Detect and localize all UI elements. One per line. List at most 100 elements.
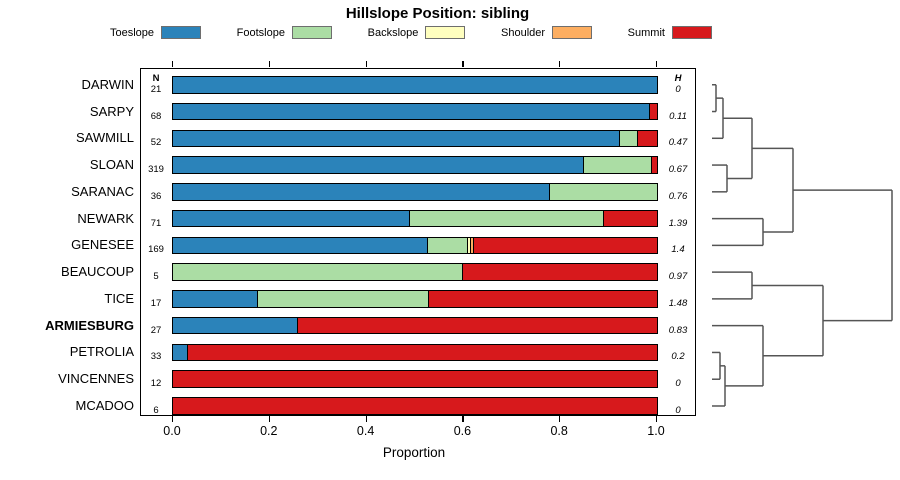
x-tick-label: 0.8 [550, 424, 568, 438]
bar-row [172, 397, 658, 415]
n-value: 17 [150, 297, 162, 309]
legend-item-shoulder: Shoulder [501, 26, 593, 39]
legend-label: Backslope [367, 26, 419, 39]
x-tick-label: 1.0 [647, 424, 665, 438]
bar-segment-summit [638, 130, 657, 147]
bar-segment-summit [429, 291, 657, 307]
x-tick-top [656, 61, 658, 67]
bar-segment-toeslope [173, 157, 585, 173]
x-tick-label: 0.6 [453, 424, 472, 438]
n-value: 36 [150, 190, 162, 202]
x-tick-top [365, 61, 367, 67]
x-tick [172, 416, 174, 422]
bar-segment-toeslope [173, 103, 650, 120]
bar-row [172, 370, 658, 388]
legend-swatch [552, 26, 593, 39]
y-axis-label: DARWIN [81, 76, 134, 92]
bar-segment-summit [474, 237, 657, 254]
n-value: 68 [150, 110, 162, 122]
n-value: 33 [150, 351, 162, 363]
n-value: 5 [153, 271, 159, 283]
y-axis-label: VINCENNES [58, 371, 134, 387]
y-axis-label: PETROLIA [69, 344, 134, 360]
bar-segment-footslope [584, 157, 653, 173]
bar-row [172, 102, 658, 121]
bar-segment-summit [463, 264, 657, 280]
bar-segment-toeslope [173, 344, 188, 361]
bar-segment-footslope [619, 130, 639, 147]
legend-label: Footslope [236, 26, 285, 39]
y-axis-label: MCADOO [75, 397, 135, 413]
y-axis-label: SAWMILL [75, 130, 134, 146]
y-axis-label: GENESEE [71, 237, 134, 253]
bar-segment-summit [187, 344, 657, 361]
bar-segment-shoulder [471, 237, 475, 254]
bar-segment-summit [173, 398, 657, 414]
bar-segment-summit [603, 210, 657, 227]
x-tick-top [172, 61, 174, 67]
y-axis-label: SARANAC [71, 183, 134, 199]
bar-row [172, 183, 658, 201]
bar-row [172, 76, 658, 94]
bar-row [172, 156, 658, 174]
n-value: 169 [148, 244, 164, 256]
bar-segment-footslope [549, 184, 657, 200]
bar-segment-toeslope [173, 237, 429, 254]
legend-swatch [161, 26, 202, 39]
bar-segment-backslope [468, 237, 472, 254]
bar-segment-summit [298, 317, 657, 334]
x-tick-label: 0.0 [163, 424, 181, 438]
legend-label: Toeslope [110, 26, 155, 39]
bar-row [172, 236, 658, 255]
y-axis-label: TICE [104, 290, 134, 306]
legend-item-backslope: Backslope [368, 26, 466, 39]
x-tick-label: 0.2 [260, 424, 278, 438]
bar-row [172, 209, 658, 228]
h-value: 0.76 [668, 190, 688, 202]
x-tick [656, 416, 658, 422]
bar-segment-footslope [173, 264, 464, 280]
bar-segment-footslope [258, 291, 430, 307]
h-value: 1.39 [668, 217, 688, 229]
n-value: 12 [150, 378, 162, 390]
bar-segment-summit [649, 103, 657, 120]
bar-segment-toeslope [173, 130, 620, 147]
h-value: 0 [675, 404, 681, 416]
legend-swatch [425, 26, 466, 39]
h-value: 0.2 [671, 351, 685, 363]
bar-segment-summit [173, 371, 657, 387]
legend-item-toeslope: Toeslope [110, 26, 202, 39]
h-value: 1.48 [668, 297, 688, 309]
bar-row [172, 343, 658, 362]
x-tick [462, 416, 464, 422]
bar-row [172, 263, 658, 281]
y-axis-label: ARMIESBURG [45, 317, 134, 333]
y-axis-label: BEAUCOUP [61, 264, 134, 280]
h-value: 0.83 [668, 324, 688, 336]
x-tick-top [559, 61, 561, 67]
h-value: 1.4 [671, 244, 685, 256]
n-value: 71 [150, 217, 162, 229]
h-value: 0.67 [668, 164, 688, 176]
legend-item-footslope: Footslope [237, 26, 332, 39]
plot-box [140, 68, 696, 416]
h-value: 0.11 [669, 110, 687, 122]
h-value: 0 [675, 378, 681, 390]
h-value: 0 [675, 83, 681, 95]
bar-segment-summit [652, 157, 657, 173]
n-value: 6 [153, 404, 159, 416]
h-value: 0.97 [668, 271, 688, 283]
bar-row [172, 290, 658, 308]
y-axis-label: NEWARK [77, 210, 134, 226]
legend-label: Shoulder [501, 26, 546, 39]
h-value: 0.47 [668, 137, 688, 149]
legend-item-summit: Summit [628, 26, 712, 39]
legend-label: Summit [627, 26, 665, 39]
chart-title: Hillslope Position: sibling [345, 5, 530, 22]
legend-swatch [291, 26, 332, 39]
bar-segment-footslope [428, 237, 469, 254]
legend: Toeslope Footslope Backslope Shoulder Summit [110, 26, 712, 39]
x-tick [268, 416, 271, 422]
bar-segment-toeslope [173, 317, 299, 334]
